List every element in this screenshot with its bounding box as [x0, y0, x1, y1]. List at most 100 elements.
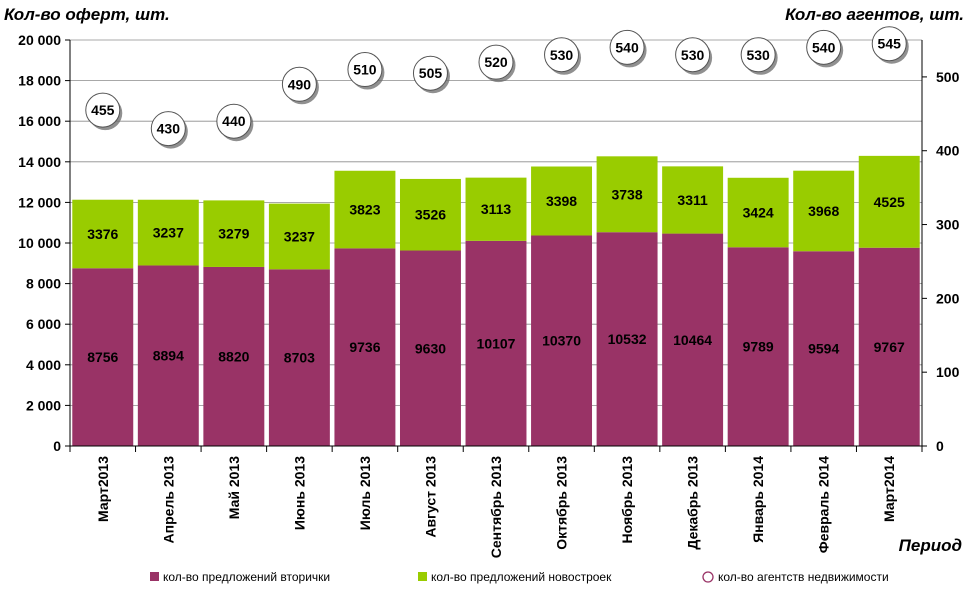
agent-marker: [675, 37, 711, 73]
category-label: Январь 2014: [750, 456, 766, 543]
value-label-newbuild: 3424: [743, 205, 774, 221]
agent-marker: [150, 111, 186, 147]
bar-newbuild: [72, 199, 134, 269]
value-label-newbuild: 3398: [546, 193, 577, 209]
y-left-tick-label: 8 000: [26, 276, 61, 292]
value-label-newbuild: 3113: [481, 201, 512, 217]
bar-newbuild: [268, 203, 330, 270]
category-label: Сентябрь 2013: [488, 456, 504, 558]
value-label-secondary: 10107: [477, 335, 516, 351]
bar-newbuild: [727, 177, 789, 248]
bar-secondary: [531, 235, 593, 446]
value-label-secondary: 8820: [218, 348, 249, 364]
agent-marker: [347, 52, 383, 88]
agent-marker: [412, 55, 448, 91]
value-label-newbuild: 3237: [153, 225, 184, 241]
y-right-tick-label: 100: [936, 364, 960, 380]
y-right-tick-label: 0: [936, 438, 944, 454]
category-label: Декабрь 2013: [685, 456, 701, 550]
legend-label-agencies: кол-во агентств недвижимости: [718, 570, 889, 584]
agent-marker: [609, 29, 645, 65]
category-label: Март2014: [881, 456, 897, 522]
bar-newbuild: [662, 166, 724, 234]
agent-value-label: 530: [550, 47, 574, 63]
y-right-tick-label: 500: [936, 69, 960, 85]
bar-newbuild: [793, 170, 855, 252]
value-label-secondary: 10370: [542, 333, 581, 349]
category-label: Июль 2013: [357, 456, 373, 530]
agent-marker: [740, 37, 776, 73]
bar-secondary: [596, 232, 658, 446]
value-labels: 8756 3376 8894 3237 8820 3279 8703 3237 9736 3823…: [87, 186, 905, 365]
agent-value-label: 540: [615, 39, 639, 55]
agent-marker: [871, 26, 907, 62]
bar-secondary: [334, 248, 396, 446]
y-left-tick-label: 20 000: [18, 32, 61, 48]
value-label-newbuild: 3311: [677, 192, 708, 208]
value-label-secondary: 10464: [673, 332, 712, 348]
value-label-secondary: 8894: [153, 348, 184, 364]
legend-marker-agencies: [702, 571, 714, 583]
bar-secondary: [137, 265, 199, 446]
value-label-secondary: 9594: [808, 341, 839, 357]
agent-marker: [85, 92, 121, 128]
category-label: Февраль 2014: [816, 456, 832, 553]
y-left-title: Кол-во оферт, шт.: [4, 5, 170, 24]
value-label-secondary: 9736: [349, 339, 380, 355]
y-right-tick-label: 300: [936, 217, 960, 233]
bar-secondary: [203, 266, 265, 446]
bar-newbuild: [465, 177, 527, 241]
bar-newbuild: [858, 155, 920, 248]
agent-value-label: 440: [222, 113, 246, 129]
y-left-tick-label: 10 000: [18, 235, 61, 251]
y-left-tick-label: 18 000: [18, 73, 61, 89]
agent-marker: [216, 103, 252, 139]
tick-labels: 0 2 000 4 000 6 000 8 000 10 000 12 000 14 000 1…: [18, 32, 959, 454]
agent-marker: [544, 37, 580, 73]
value-label-secondary: 10532: [608, 331, 647, 347]
bar-secondary: [465, 240, 527, 446]
bar-secondary: [727, 247, 789, 446]
category-label: Июнь 2013: [291, 456, 307, 530]
value-label-secondary: 8703: [284, 350, 315, 366]
bar-newbuild: [399, 178, 461, 251]
bar-newbuild: [334, 170, 396, 249]
category-label: Октябрь 2013: [554, 456, 570, 550]
value-label-secondary: 9630: [415, 340, 446, 356]
bar-newbuild: [137, 199, 199, 266]
agent-value-label: 545: [878, 36, 902, 52]
category-label: Август 2013: [422, 456, 438, 538]
value-label-newbuild: 3968: [808, 203, 839, 219]
category-label: Ноябрь 2013: [619, 456, 635, 544]
legend-swatch-secondary: [150, 572, 159, 581]
bar-secondary: [858, 247, 920, 446]
agent-marker: [281, 66, 317, 102]
category-label: Март2013: [95, 456, 111, 522]
y-left-tick-label: 2 000: [26, 397, 61, 413]
legend-swatch-newbuild: [418, 572, 427, 581]
agent-value-label: 505: [419, 65, 443, 81]
bar-secondary: [268, 269, 330, 446]
agent-value-label: 540: [812, 39, 836, 55]
bars: [72, 155, 920, 446]
agent-markers: 455 430 440 490 510 505 520 530 540 530 530 540 545: [85, 26, 909, 149]
agent-value-label: 520: [484, 54, 508, 70]
y-right-tick-label: 200: [936, 290, 960, 306]
value-label-newbuild: 3526: [415, 207, 446, 223]
bar-secondary: [72, 268, 134, 446]
bar-newbuild: [596, 156, 658, 233]
value-label-secondary: 9789: [743, 339, 774, 355]
agent-value-label: 530: [681, 47, 705, 63]
value-label-newbuild: 3376: [87, 226, 118, 242]
y-left-tick-label: 12 000: [18, 194, 61, 210]
y-left-tick-label: 16 000: [18, 113, 61, 129]
y-left-tick-label: 14 000: [18, 154, 61, 170]
bar-secondary: [662, 233, 724, 446]
value-label-newbuild: 3823: [349, 202, 380, 218]
agent-value-label: 455: [91, 102, 115, 118]
agent-marker: [806, 29, 842, 65]
agent-value-label: 490: [288, 76, 312, 92]
y-left-tick-label: 0: [53, 438, 61, 454]
y-right-title: Кол-во агентов, шт.: [785, 5, 964, 24]
